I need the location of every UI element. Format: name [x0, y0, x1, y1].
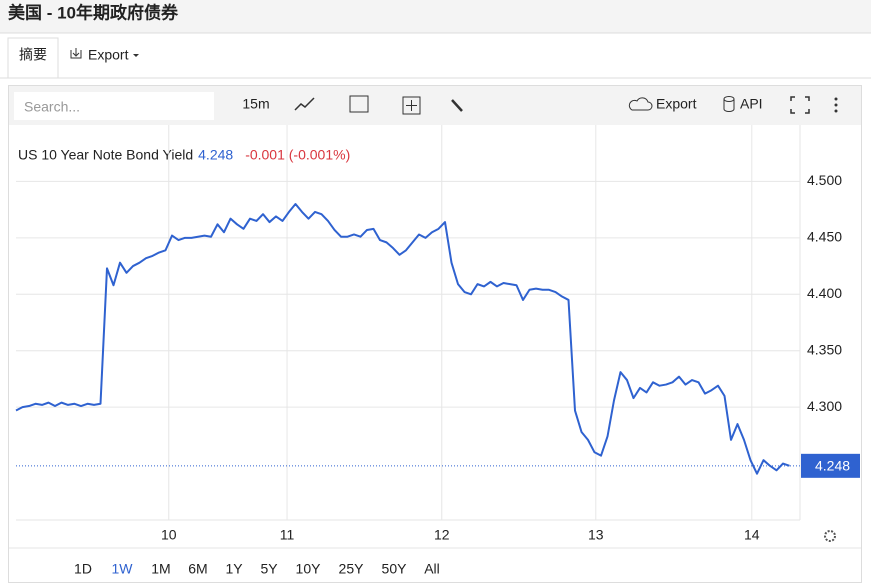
y-tick-label: 4.400 [807, 285, 842, 301]
legend-name: US 10 Year Note Bond Yield [18, 147, 193, 163]
settings-icon[interactable] [824, 530, 836, 542]
y-tick-label: 4.350 [807, 341, 842, 357]
range-button[interactable]: 1D [74, 561, 92, 577]
menu-dot[interactable] [834, 97, 838, 101]
x-tick-label: 11 [280, 527, 295, 543]
series-line [15, 203, 790, 475]
menu-dot [834, 103, 838, 107]
tab-summary[interactable]: 摘要 [19, 47, 47, 63]
download-icon [70, 48, 82, 59]
y-tick-label: 4.500 [807, 172, 842, 188]
range-button[interactable]: 5Y [260, 561, 278, 577]
x-tick-label: 13 [588, 527, 604, 543]
x-tick-label: 14 [744, 527, 760, 543]
tab-export[interactable]: Export [88, 47, 129, 63]
legend-change: -0.001 (-0.001%) [245, 147, 350, 163]
legend-value: 4.248 [198, 147, 233, 163]
add-icon[interactable] [402, 96, 421, 115]
chart-frame [8, 85, 862, 583]
last-value-label: 4.248 [815, 458, 850, 474]
range-button[interactable]: 1W [112, 561, 134, 577]
search-box[interactable] [14, 92, 214, 120]
range-button[interactable]: 1Y [225, 561, 243, 577]
y-tick-label: 4.450 [807, 229, 842, 245]
search-placeholder: Search... [24, 99, 80, 115]
x-tick-label: 10 [161, 527, 177, 543]
interval[interactable]: 15m [242, 96, 269, 112]
x-tick-label: 12 [434, 527, 450, 543]
range-button[interactable]: 1M [151, 561, 170, 577]
range-button[interactable]: 6M [188, 561, 207, 577]
wrench-icon[interactable] [451, 99, 463, 112]
calendar-icon[interactable] [349, 95, 369, 113]
line-icon[interactable] [294, 97, 315, 111]
menu-dot [834, 109, 838, 113]
db-icon-body [723, 99, 735, 112]
add-plus [406, 100, 417, 111]
range-button[interactable]: 50Y [382, 561, 408, 577]
range-button[interactable]: All [424, 561, 440, 577]
y-tick-label: 4.300 [807, 398, 842, 414]
cloud-icon[interactable] [628, 97, 653, 111]
fullscreen-icon[interactable] [790, 96, 810, 114]
page-title: 美国 - 10年期政府债券 [8, 2, 179, 22]
title-bar [0, 0, 871, 33]
toolbar-export[interactable]: Export [656, 96, 697, 112]
toolbar-api[interactable]: API [740, 96, 763, 112]
caret [133, 54, 139, 57]
range-button[interactable]: 25Y [339, 561, 365, 577]
last-value-box [801, 453, 860, 478]
range-button[interactable]: 10Y [296, 561, 322, 577]
tab-box [7, 37, 59, 79]
